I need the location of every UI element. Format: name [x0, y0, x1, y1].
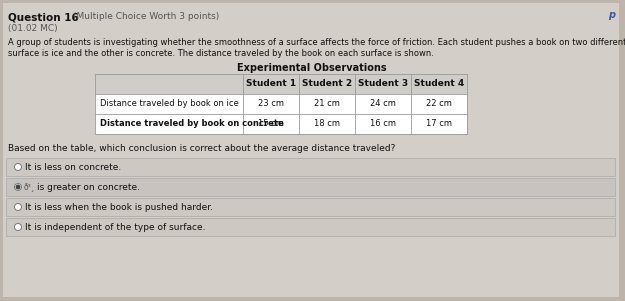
Circle shape	[16, 185, 20, 189]
Text: Distance traveled by book on concrete: Distance traveled by book on concrete	[100, 119, 284, 129]
Bar	[95, 114, 467, 134]
Text: Based on the table, which conclusion is correct about the average distance trave: Based on the table, which conclusion is …	[8, 144, 396, 153]
Text: 16 cm: 16 cm	[370, 119, 396, 129]
Text: 15 cm: 15 cm	[258, 119, 284, 129]
Text: Student 1: Student 1	[246, 79, 296, 88]
Text: Experimental Observations: Experimental Observations	[238, 63, 387, 73]
Text: Student 3: Student 3	[358, 79, 408, 88]
Bar	[95, 94, 467, 114]
Bar	[6, 178, 615, 196]
Text: It is less when the book is pushed harder.: It is less when the book is pushed harde…	[25, 203, 213, 212]
Text: It is independent of the type of surface.: It is independent of the type of surface…	[25, 222, 206, 231]
Text: is greater on concrete.: is greater on concrete.	[37, 182, 140, 191]
Bar	[95, 74, 467, 94]
Text: Question 16: Question 16	[8, 12, 79, 22]
Text: surface is ice and the other is concrete. The distance traveled by the book on e: surface is ice and the other is concrete…	[8, 49, 434, 58]
Bar	[6, 158, 615, 176]
Text: (Multiple Choice Worth 3 points): (Multiple Choice Worth 3 points)	[73, 12, 219, 21]
Text: Student 2: Student 2	[302, 79, 352, 88]
Bar	[6, 198, 615, 216]
Text: It is less on concrete.: It is less on concrete.	[25, 163, 121, 172]
Text: p: p	[609, 10, 616, 20]
Text: Student 4: Student 4	[414, 79, 464, 88]
Circle shape	[14, 224, 21, 231]
Text: 23 cm: 23 cm	[258, 100, 284, 108]
Text: ð³¸: ð³¸	[24, 182, 36, 191]
Circle shape	[14, 184, 21, 191]
Text: 21 cm: 21 cm	[314, 100, 340, 108]
Text: 24 cm: 24 cm	[370, 100, 396, 108]
Text: 22 cm: 22 cm	[426, 100, 452, 108]
Circle shape	[14, 163, 21, 170]
Text: (01.02 MC): (01.02 MC)	[8, 24, 58, 33]
Text: A group of students is investigating whether the smoothness of a surface affects: A group of students is investigating whe…	[8, 38, 625, 47]
Text: Distance traveled by book on ice: Distance traveled by book on ice	[100, 100, 239, 108]
Text: 17 cm: 17 cm	[426, 119, 452, 129]
Text: 18 cm: 18 cm	[314, 119, 340, 129]
Circle shape	[14, 203, 21, 210]
Bar	[6, 218, 615, 236]
